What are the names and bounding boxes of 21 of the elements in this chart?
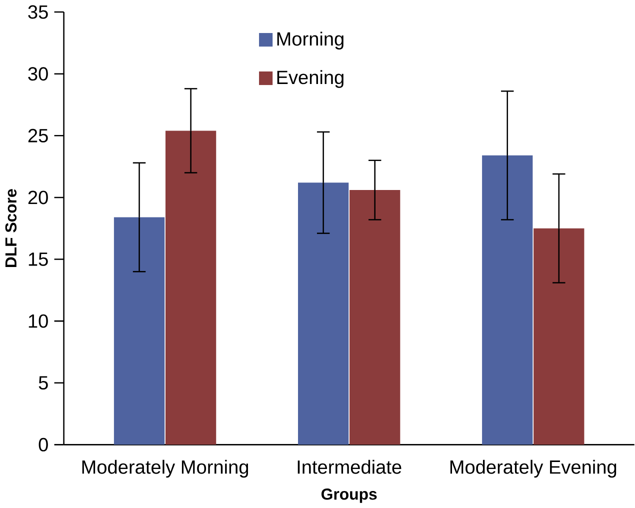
y-tick-label: 30 [28, 67, 48, 80]
bar [114, 217, 165, 445]
x-tick-label: Intermediate [298, 460, 402, 474]
bar [350, 190, 400, 445]
y-tick-label: 35 [28, 5, 48, 19]
bar [165, 130, 216, 445]
bar [482, 155, 533, 445]
y-tick-label: 5 [38, 376, 48, 390]
legend-label: Morning [277, 32, 344, 50]
y-tick-label: 20 [28, 190, 48, 204]
x-tick-label: Moderately Evening [450, 460, 616, 478]
bar [298, 182, 349, 445]
y-tick-label: 10 [28, 314, 48, 328]
y-tick-label: 15 [28, 252, 48, 266]
bar [534, 228, 584, 445]
y-axis-title: DLF Score [5, 189, 17, 267]
x-tick-label: Moderately Morning [82, 460, 248, 478]
legend-label: Evening [277, 70, 344, 88]
y-tick-label: 0 [38, 438, 48, 452]
x-axis-title: Groups [321, 488, 377, 503]
y-tick-label: 25 [28, 128, 48, 142]
